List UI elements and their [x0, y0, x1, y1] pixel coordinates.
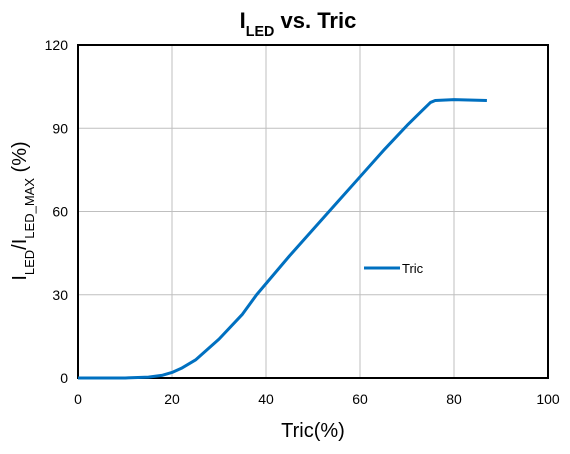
x-axis-label: Tric(%) [281, 420, 345, 442]
text-part: /I [9, 239, 31, 250]
text-part: I [9, 275, 31, 281]
x-tick-label: 40 [258, 391, 274, 407]
text-part: (%) [9, 141, 31, 178]
y-tick-label: 30 [52, 287, 68, 303]
y-tick-label: 0 [60, 370, 68, 386]
x-tick-label: 60 [352, 391, 368, 407]
chart-title: ILED vs. Tric [240, 8, 357, 40]
text-part: LED [246, 24, 275, 40]
x-tick-label: 80 [446, 391, 462, 407]
y-tick-label: 90 [52, 120, 68, 136]
text-part: vs. Tric [274, 8, 356, 33]
y-axis-label: ILED/ILED_MAX (%) [9, 141, 37, 280]
y-tick-label: 60 [52, 204, 68, 220]
x-tick-label: 100 [536, 391, 560, 407]
legend-label: Tric [402, 261, 424, 276]
y-tick-label: 120 [45, 37, 69, 53]
x-tick-label: 0 [74, 391, 82, 407]
x-tick-label: 20 [164, 391, 180, 407]
text-part: Tric(%) [281, 420, 345, 442]
plot-frame [77, 44, 549, 379]
text-part: LED_MAX [22, 178, 37, 239]
text-part: I [240, 8, 246, 33]
data-line [78, 98, 487, 380]
text-part: LED [22, 250, 37, 275]
